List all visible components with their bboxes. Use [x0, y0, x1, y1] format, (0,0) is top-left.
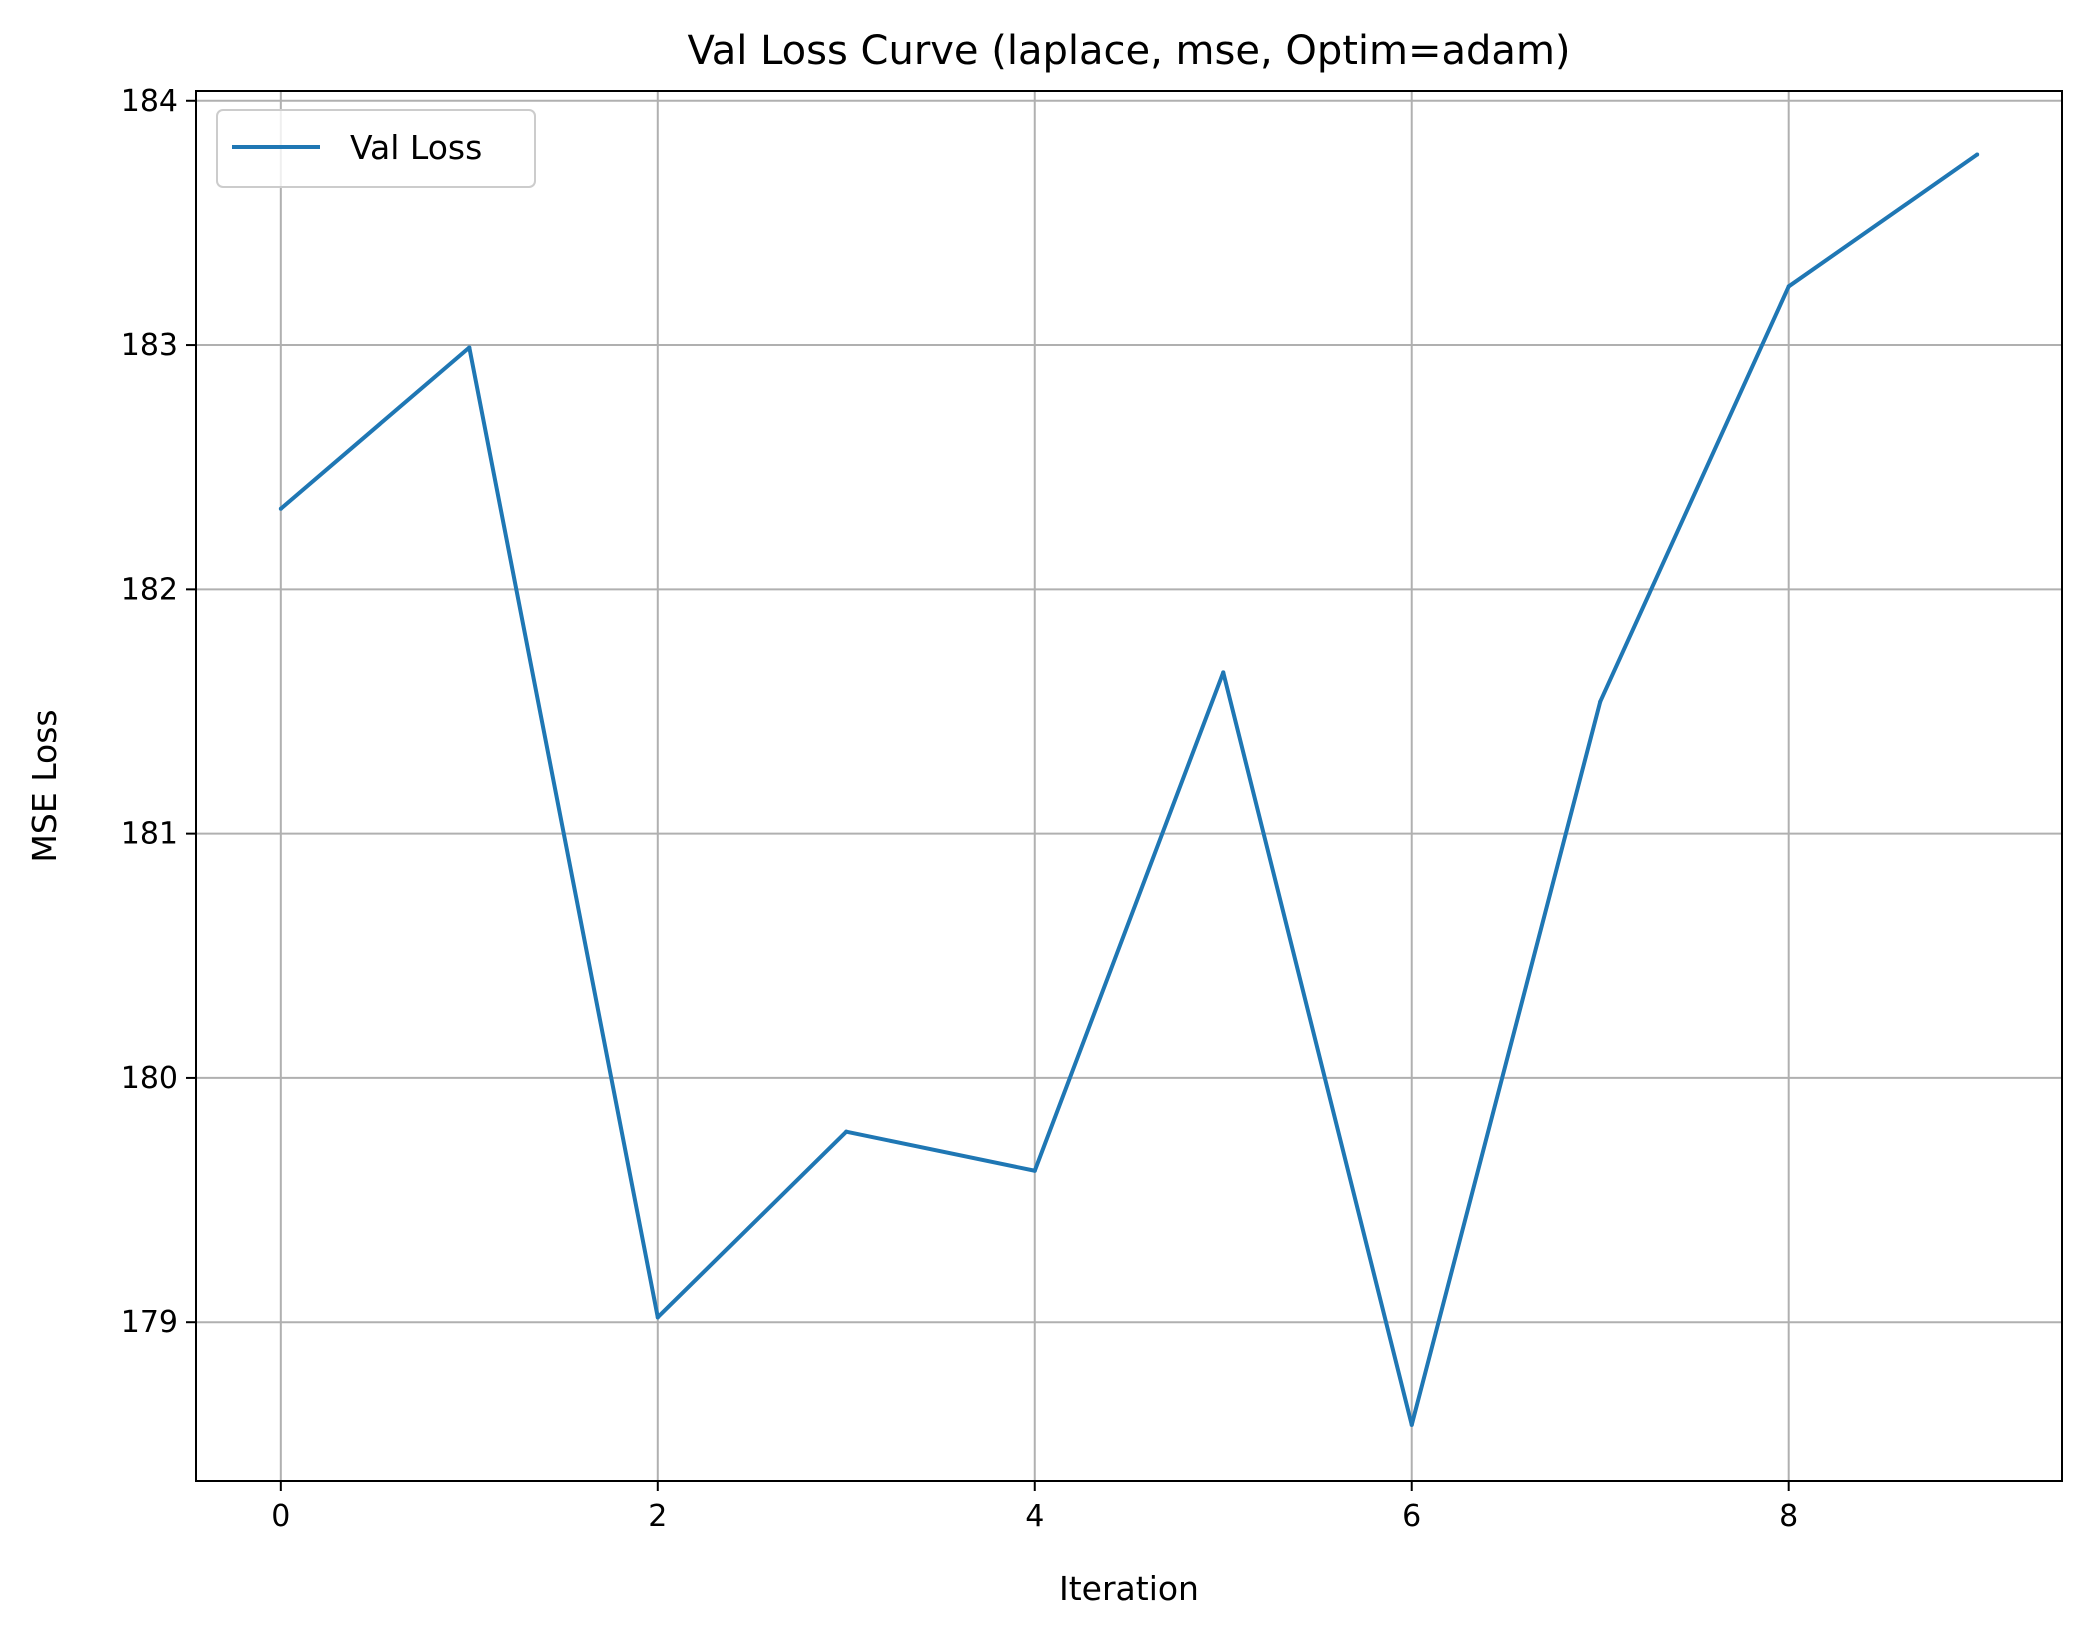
y-tick-label: 182 — [121, 572, 178, 607]
grid — [196, 91, 2062, 1481]
legend: Val Loss — [216, 109, 536, 188]
data-point — [467, 345, 472, 350]
axes-frame — [195, 90, 2063, 1482]
legend-box — [216, 109, 536, 188]
series-line — [279, 152, 1979, 1427]
legend-label: Val Loss — [350, 128, 482, 167]
data-point — [1975, 152, 1980, 157]
data-point — [1598, 699, 1603, 704]
x-tick-label: 8 — [1779, 1499, 1798, 1534]
data-point — [1409, 1422, 1414, 1427]
data-point — [844, 1129, 849, 1134]
x-tick-label: 2 — [648, 1499, 667, 1534]
data-point — [1032, 1168, 1037, 1173]
x-tick-label: 6 — [1402, 1499, 1421, 1534]
chart-title: Val Loss Curve (laplace, mse, Optim=adam… — [687, 28, 1570, 74]
x-axis-title: Iteration — [1059, 1569, 1199, 1608]
data-point — [1786, 284, 1791, 289]
x-tick-label: 4 — [1025, 1499, 1044, 1534]
y-tick-label: 180 — [121, 1061, 178, 1096]
series-layer — [278, 152, 1980, 1427]
y-tick-label: 179 — [121, 1305, 178, 1340]
data-point — [1221, 670, 1226, 675]
y-tick-label: 181 — [121, 817, 178, 852]
y-axis-title: MSE Loss — [25, 709, 64, 862]
data-point — [655, 1315, 660, 1320]
y-tick-label: 184 — [121, 84, 178, 119]
ticks: 0 2 4 6 8 179 180 181 182 183 184 — [121, 84, 1799, 1534]
data-point — [278, 506, 283, 511]
x-tick-label: 0 — [271, 1499, 290, 1534]
y-tick-label: 183 — [121, 328, 178, 363]
